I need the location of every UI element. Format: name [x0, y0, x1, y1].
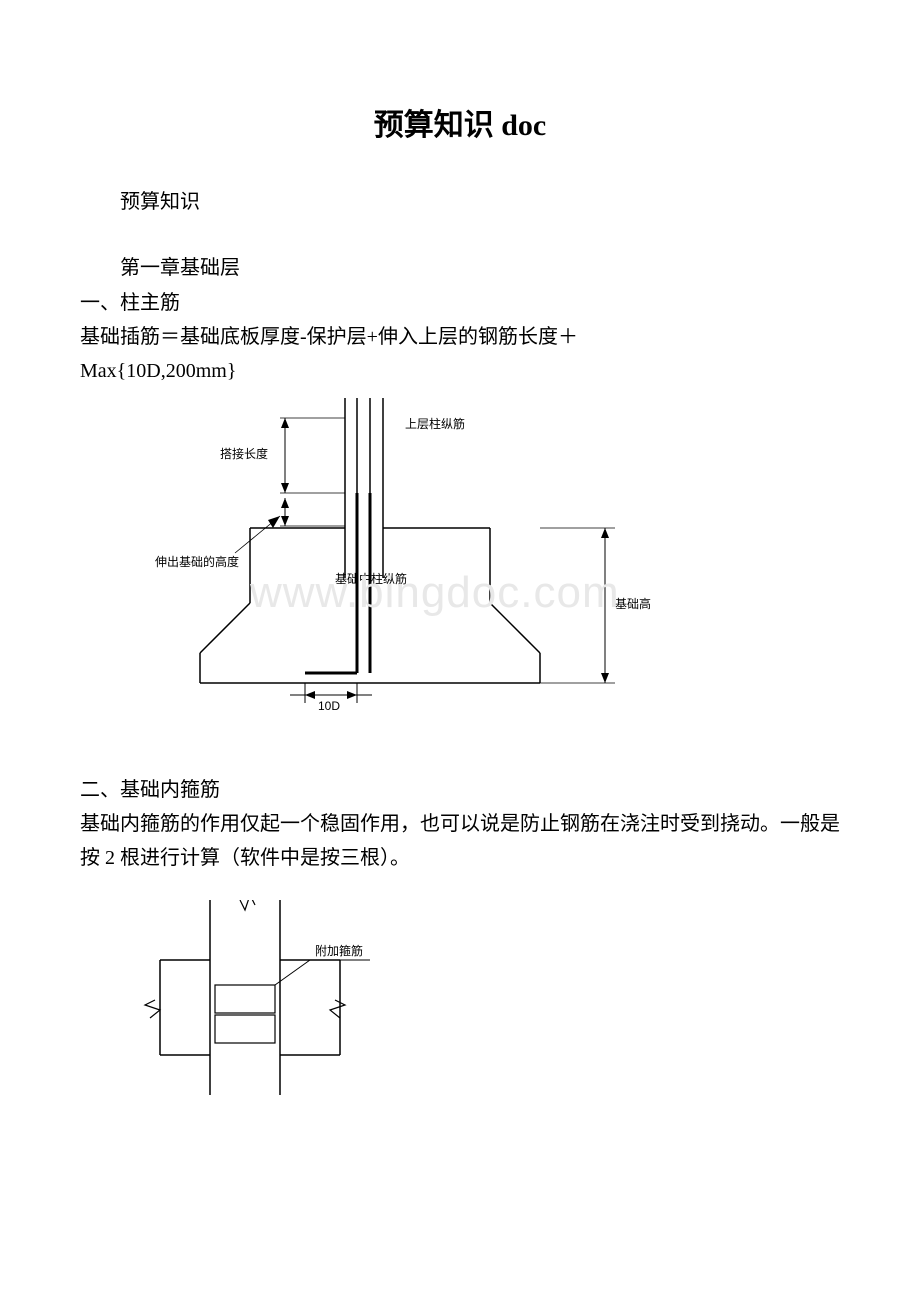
chapter-heading: 第一章基础层: [80, 250, 840, 286]
d1-height-label: 基础高: [615, 596, 651, 611]
section2-body: 基础内箍筋的作用仅起一个稳固作用，也可以说是防止钢筋在浇注时受到挠动。一般是按 …: [80, 807, 840, 875]
section1-formula-line1: 基础插筋＝基础底板厚度-保护层+伸入上层的钢筋长度＋: [80, 320, 840, 354]
diagram2: 附加箍筋: [140, 900, 840, 1105]
d1-10d-label: 10D: [318, 699, 340, 713]
d1-upper-label: 上层柱纵筋: [405, 416, 465, 431]
section1-heading: 一、柱主筋: [80, 286, 840, 320]
section2-heading: 二、基础内箍筋: [80, 773, 840, 807]
d1-extend-label: 伸出基础的高度: [155, 554, 239, 569]
subtitle: 预算知识: [80, 184, 840, 220]
section1-formula-line2: Max{10D,200mm}: [80, 354, 840, 388]
d2-stirrup-label: 附加箍筋: [315, 943, 363, 958]
d1-splice-label: 搭接长度: [220, 446, 268, 461]
page-title: 预算知识 doc: [80, 100, 840, 144]
diagram1: 上层柱纵筋 搭接长度 伸出基础的高度: [140, 398, 840, 733]
